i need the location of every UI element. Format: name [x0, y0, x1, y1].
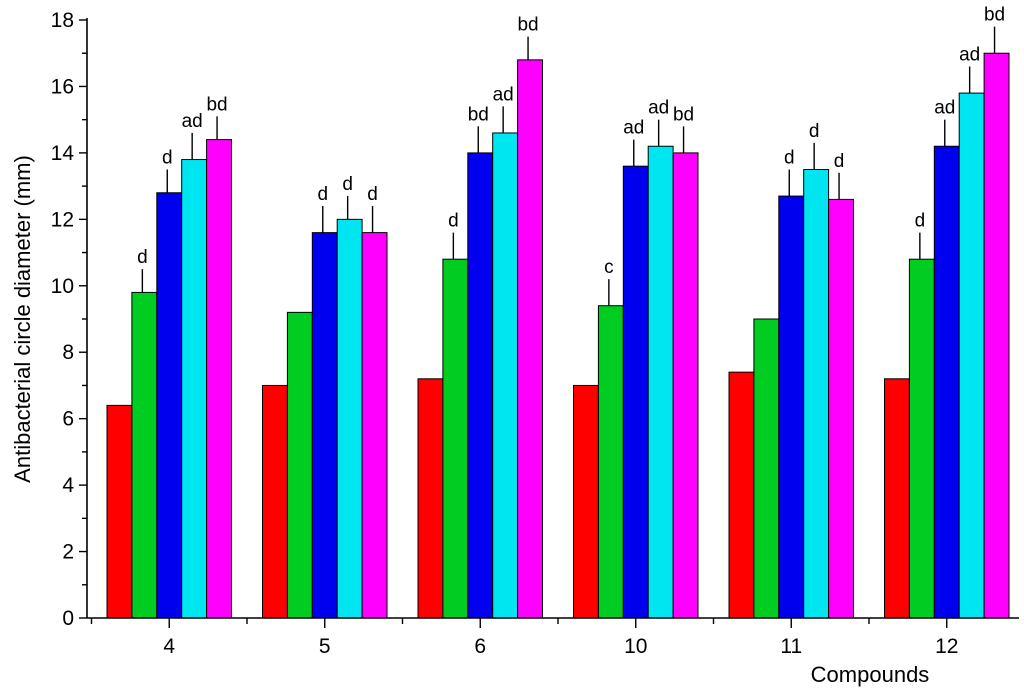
bar	[262, 384, 288, 619]
bar	[181, 159, 208, 619]
x-tick-label: 10	[624, 635, 647, 658]
significance-label: d	[342, 174, 353, 195]
bar	[933, 145, 960, 619]
bar	[983, 52, 1010, 619]
significance-label: bd	[673, 104, 694, 125]
y-axis-title: Antibacterial circle diameter (mm)	[10, 155, 35, 483]
y-ticks: 0 2 4 6 8 10 12 14 16 18	[51, 9, 87, 630]
significance-label: ad	[623, 118, 644, 139]
bar	[958, 92, 985, 619]
bar	[417, 378, 444, 619]
significance-label: d	[784, 148, 795, 169]
bar	[206, 139, 233, 619]
y-tick-label: 8	[62, 341, 74, 364]
bar	[492, 132, 519, 619]
x-tick-label: 5	[319, 635, 331, 658]
bar	[908, 258, 935, 619]
bar	[597, 305, 624, 619]
bar	[156, 192, 183, 619]
significance-label: ad	[959, 45, 980, 66]
bar	[286, 311, 313, 619]
bar	[573, 384, 599, 619]
significance-label: d	[448, 211, 459, 232]
bar	[311, 232, 338, 619]
x-ticks: 4 5 6 10 11 12	[90, 618, 958, 658]
bars-layer	[106, 52, 1010, 619]
y-tick-label: 16	[51, 75, 74, 98]
significance-label: bd	[984, 5, 1005, 26]
bar	[828, 198, 854, 619]
bar	[803, 169, 830, 619]
significance-label: d	[137, 247, 148, 268]
y-tick-label: 18	[51, 9, 74, 32]
x-tick-label: 6	[474, 635, 486, 658]
bar	[517, 59, 543, 619]
bar	[131, 291, 158, 619]
y-tick-label: 6	[62, 408, 74, 431]
error-bars-layer	[141, 26, 996, 306]
bar	[106, 404, 133, 619]
x-tick-label: 12	[935, 635, 958, 658]
significance-label: ad	[648, 98, 669, 119]
significance-label: d	[915, 211, 926, 232]
significance-label: bd	[517, 15, 538, 36]
bar	[336, 218, 363, 619]
x-axis-title: Compounds	[811, 662, 930, 687]
significance-label: ad	[182, 111, 203, 132]
y-tick-label: 0	[62, 607, 74, 630]
significance-label: ad	[493, 84, 514, 105]
y-tick-label: 14	[51, 142, 75, 165]
significance-label: bd	[206, 94, 227, 115]
y-tick-label: 2	[62, 541, 74, 564]
bar	[778, 195, 805, 619]
significance-label: d	[809, 121, 820, 142]
bar	[442, 258, 469, 619]
bar	[884, 378, 910, 619]
y-tick-label: 12	[51, 208, 74, 231]
bar	[672, 152, 699, 619]
significance-label: ad	[934, 98, 955, 119]
bar	[361, 232, 388, 619]
bar	[647, 145, 674, 619]
bar	[728, 371, 755, 619]
x-tick-label: 11	[780, 635, 802, 658]
significance-label: d	[162, 148, 173, 169]
bar	[753, 318, 780, 619]
bar	[467, 152, 494, 619]
bar	[622, 165, 649, 619]
significance-label: bd	[468, 104, 489, 125]
y-tick-label: 10	[51, 275, 74, 298]
significance-label: c	[604, 257, 614, 278]
significance-label: d	[367, 184, 378, 205]
significance-label: d	[834, 151, 845, 172]
significance-label: d	[317, 184, 328, 205]
x-tick-label: 4	[163, 635, 175, 658]
y-tick-label: 4	[62, 474, 74, 497]
